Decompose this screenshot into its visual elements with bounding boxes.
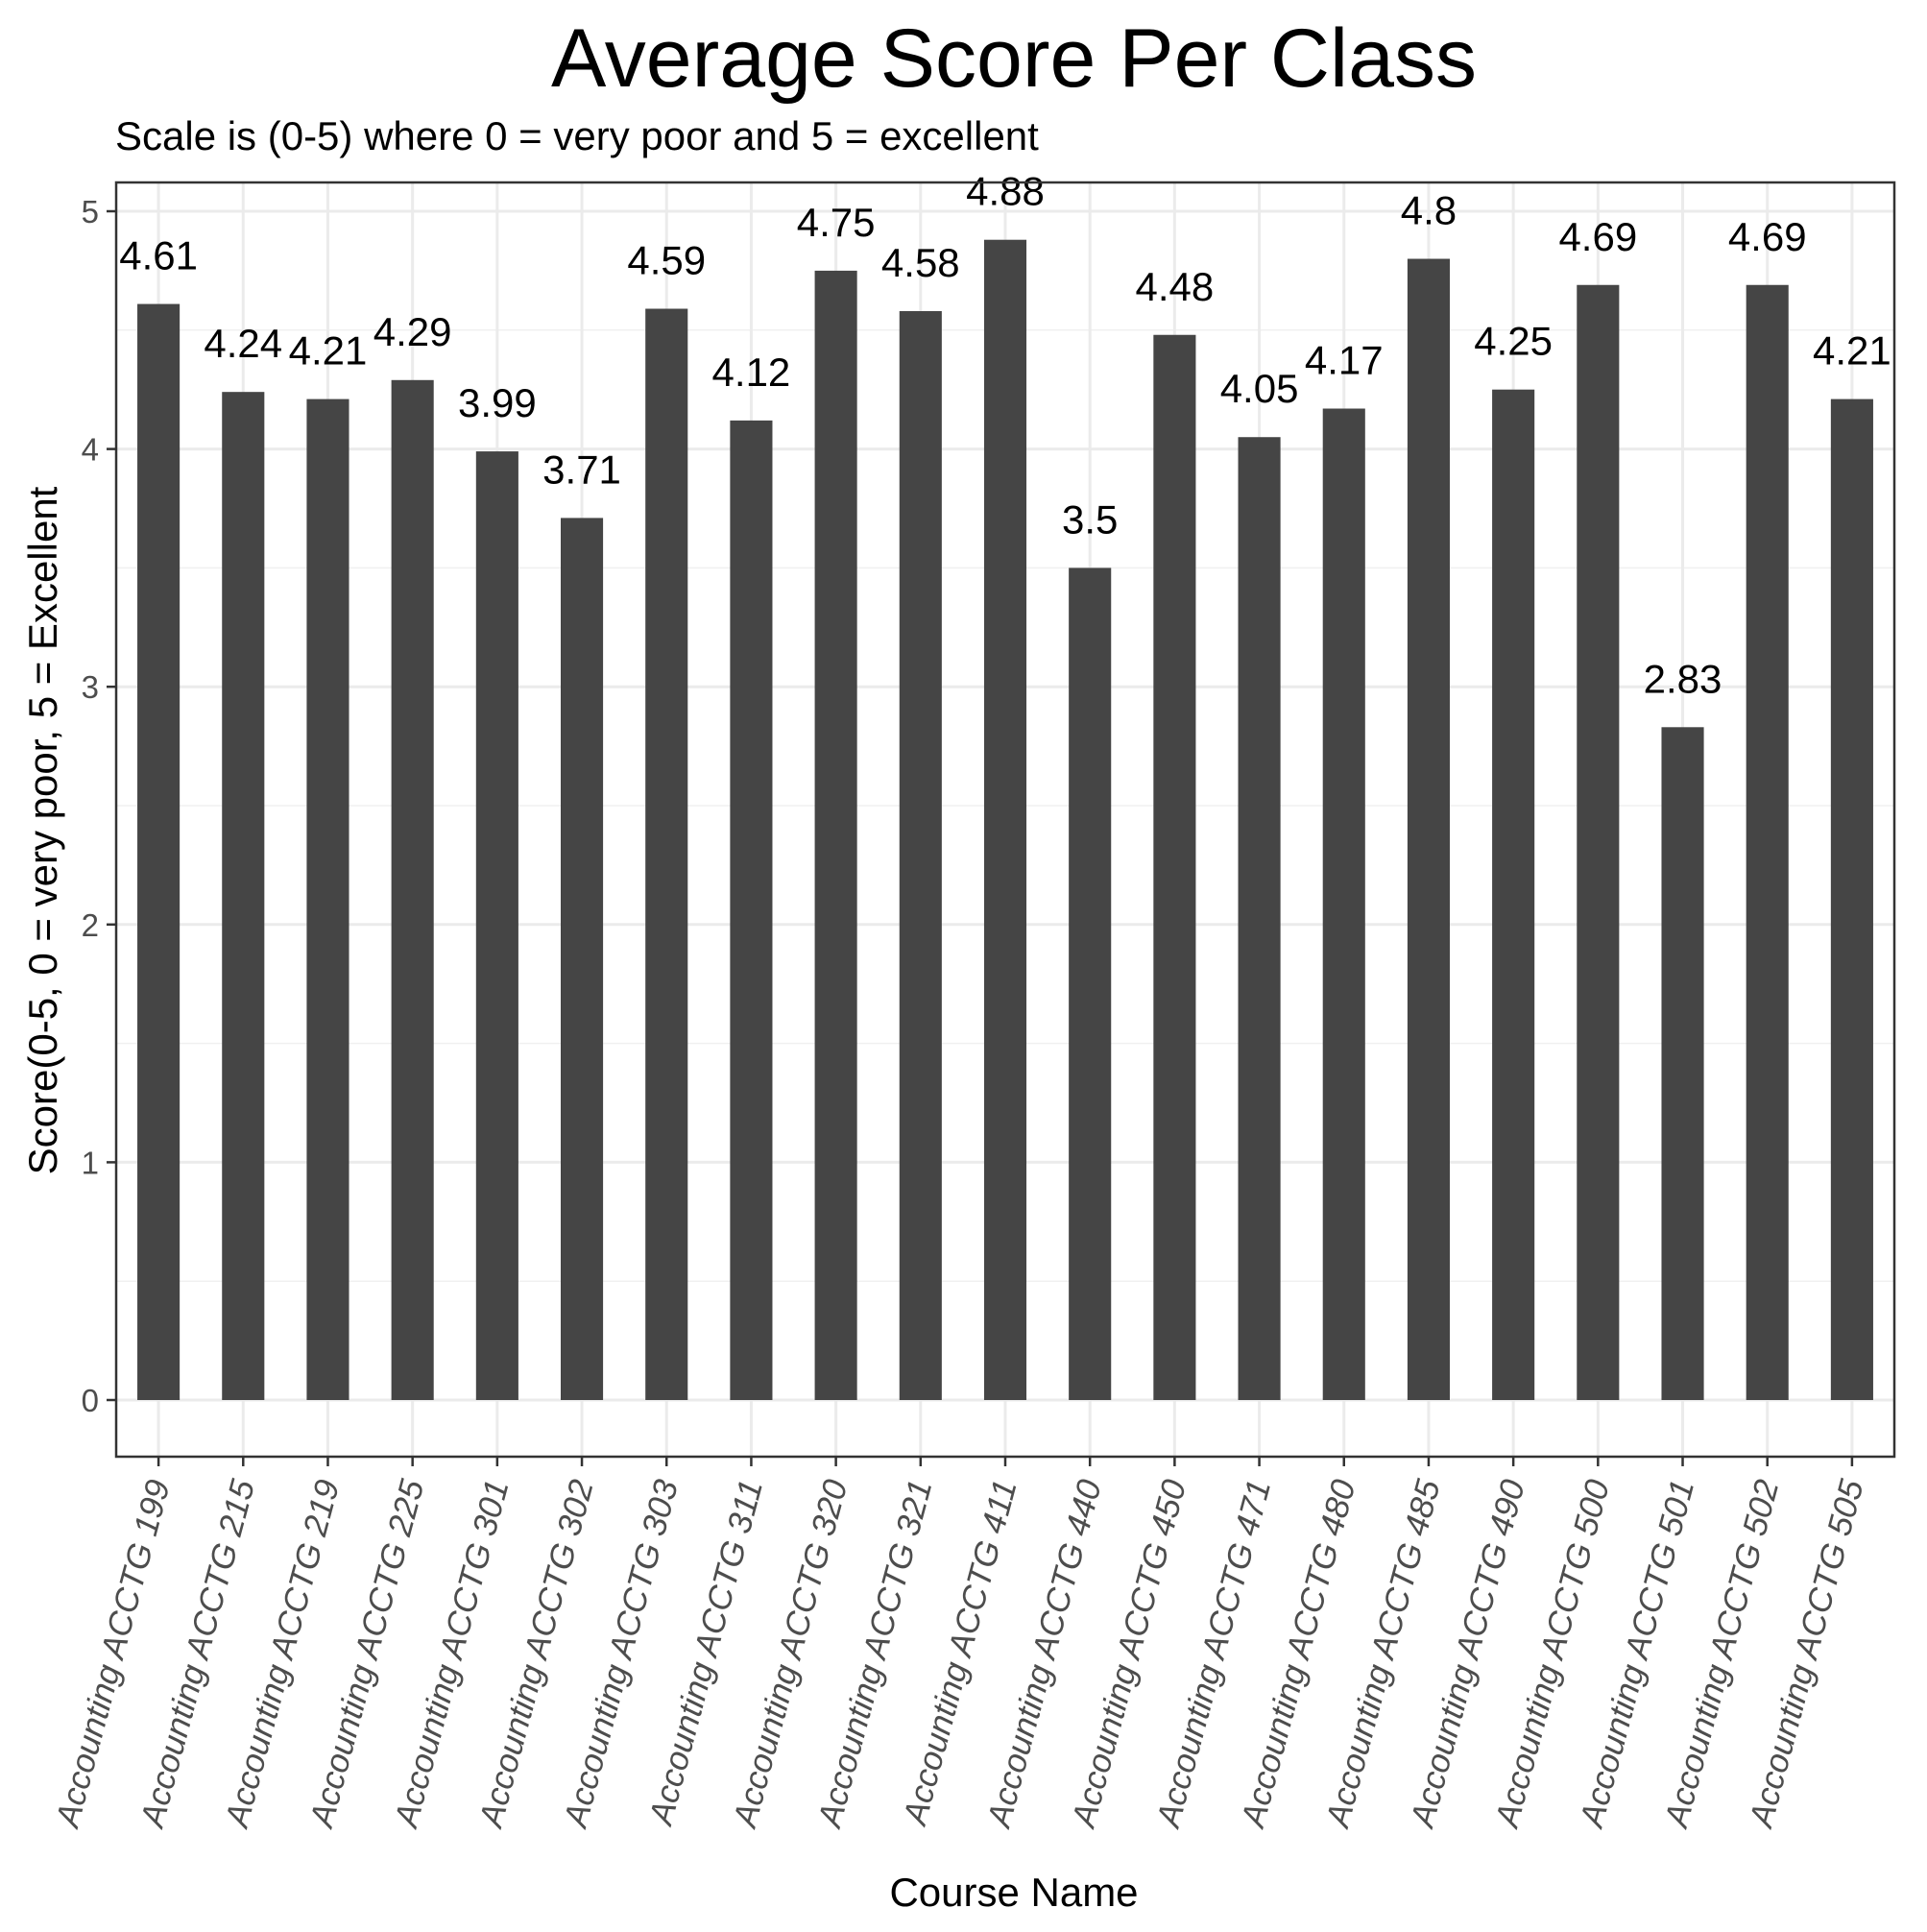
bar-value-label: 4.48 bbox=[1136, 264, 1215, 309]
y-tick-label: 4 bbox=[82, 432, 99, 468]
bar bbox=[222, 392, 265, 1400]
bar-value-label: 4.88 bbox=[966, 169, 1045, 214]
bar-value-label: 3.71 bbox=[542, 447, 621, 492]
y-tick-label: 1 bbox=[82, 1145, 99, 1180]
bar bbox=[1153, 334, 1196, 1401]
bar bbox=[983, 239, 1027, 1400]
bar-value-label: 3.99 bbox=[458, 380, 537, 425]
bar-value-label: 4.25 bbox=[1474, 319, 1553, 364]
bar bbox=[1577, 284, 1620, 1401]
y-tick-label: 2 bbox=[82, 907, 99, 943]
bar bbox=[391, 379, 434, 1400]
bar-value-label: 4.12 bbox=[712, 350, 791, 395]
bar bbox=[1238, 437, 1281, 1401]
y-tick-label: 5 bbox=[82, 194, 99, 229]
bar-value-label: 4.17 bbox=[1305, 338, 1384, 383]
bar-value-label: 4.61 bbox=[119, 233, 198, 278]
bar-value-label: 4.21 bbox=[289, 328, 368, 374]
bar-value-label: 4.24 bbox=[204, 321, 282, 366]
bar bbox=[306, 398, 349, 1400]
bar bbox=[137, 303, 181, 1401]
bar-value-label: 4.69 bbox=[1558, 214, 1637, 259]
bar bbox=[1322, 408, 1365, 1400]
bar-value-label: 4.75 bbox=[797, 200, 876, 245]
y-axis-title: Score(0-5, 0 = very poor, 5 = Excellent bbox=[20, 486, 65, 1174]
bar bbox=[1830, 398, 1873, 1400]
bar bbox=[899, 310, 942, 1401]
bar-value-label: 4.21 bbox=[1813, 328, 1891, 374]
bar bbox=[645, 308, 688, 1400]
plot-area: 4.614.24 4.21 4.293.993.714.594.124.754.58… bbox=[48, 169, 1896, 1833]
y-tick-label: 3 bbox=[82, 669, 99, 705]
y-tick-label: 0 bbox=[82, 1383, 99, 1418]
bar-value-label: 4.05 bbox=[1220, 366, 1299, 411]
bar-value-label: 4.29 bbox=[373, 309, 452, 354]
bar bbox=[1069, 568, 1112, 1400]
bar bbox=[1492, 389, 1535, 1401]
bar bbox=[1407, 258, 1450, 1400]
bar bbox=[475, 451, 518, 1400]
bar bbox=[730, 420, 773, 1400]
bar bbox=[1661, 727, 1704, 1400]
bar bbox=[814, 270, 857, 1400]
bar-value-label: 4.8 bbox=[1401, 188, 1457, 233]
x-axis-title: Course Name bbox=[889, 1870, 1138, 1915]
bar-value-label: 4.58 bbox=[881, 240, 960, 285]
bar bbox=[1746, 284, 1789, 1401]
bar-value-label: 4.59 bbox=[627, 238, 706, 283]
chart-title: Average Score Per Class bbox=[551, 12, 1477, 105]
bar bbox=[561, 518, 604, 1400]
chart-subtitle: Scale is (0-5) where 0 = very poor and 5… bbox=[115, 113, 1039, 158]
bar-value-label: 4.69 bbox=[1728, 214, 1807, 259]
bar-value-label: 2.83 bbox=[1644, 656, 1722, 701]
bar-value-label: 3.5 bbox=[1062, 496, 1118, 542]
